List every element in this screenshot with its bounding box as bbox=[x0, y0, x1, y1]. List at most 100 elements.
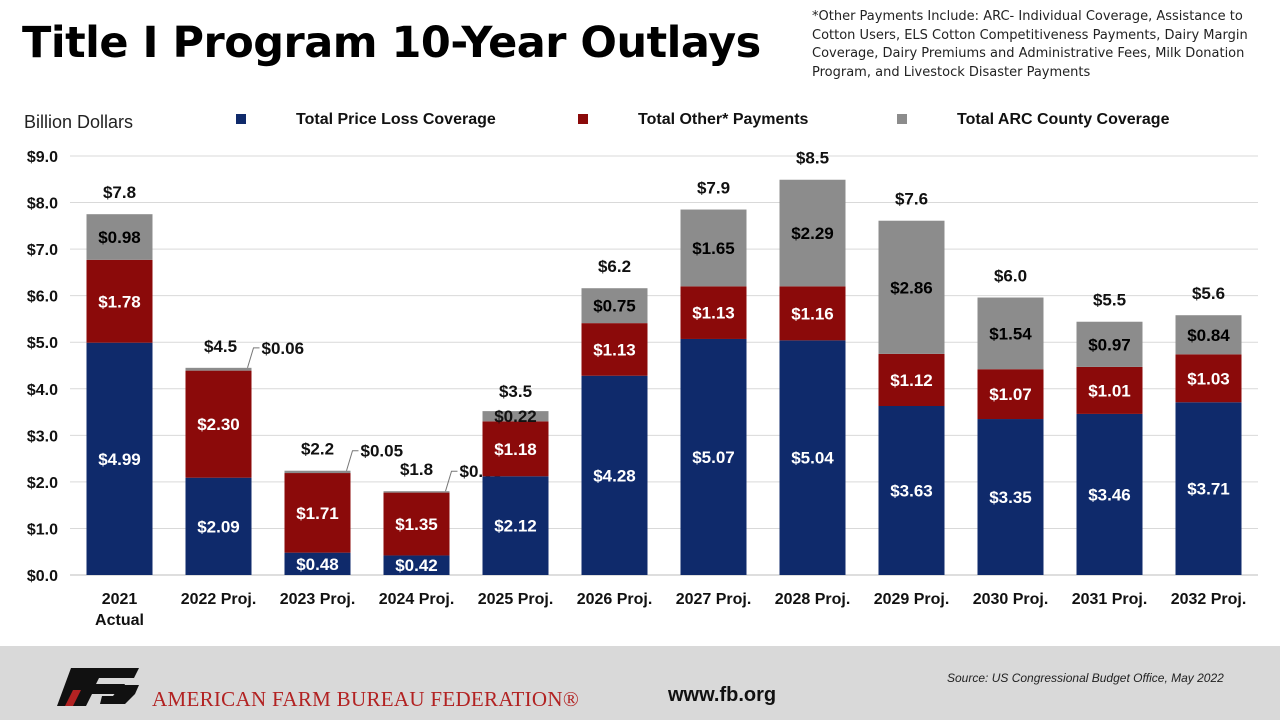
y-tick-label: $9.0 bbox=[27, 149, 58, 166]
bar-segment bbox=[878, 353, 945, 407]
x-tick-label: 2027 Proj. bbox=[676, 591, 752, 608]
bar-segment bbox=[581, 323, 648, 376]
bar-segment bbox=[779, 286, 846, 341]
bar-segment bbox=[383, 491, 450, 493]
segment-value-label: $4.99 bbox=[98, 450, 141, 469]
bar-segment bbox=[383, 555, 450, 575]
segment-value-label: $0.84 bbox=[1187, 326, 1230, 345]
bar-segment bbox=[482, 476, 549, 575]
segment-value-label: $3.63 bbox=[890, 482, 933, 501]
y-tick-label: $4.0 bbox=[27, 382, 58, 399]
bar-segment bbox=[1076, 413, 1143, 575]
bar-segment bbox=[878, 406, 945, 575]
x-tick-label: 2021 bbox=[102, 591, 138, 608]
legend-label: Total Price Loss Coverage bbox=[296, 111, 496, 128]
bar-segment bbox=[86, 214, 153, 260]
segment-value-label: $3.35 bbox=[989, 488, 1032, 507]
x-tick-label: 2031 Proj. bbox=[1072, 591, 1148, 608]
bar-total-label: $3.5 bbox=[499, 382, 532, 401]
bar-total-label: $7.8 bbox=[103, 183, 136, 202]
segment-value-label: $0.05 bbox=[361, 442, 404, 461]
bar-segment bbox=[185, 367, 252, 371]
segment-value-label: $1.16 bbox=[791, 304, 834, 323]
stacked-bar-chart: Billion Dollars $0.0 $1.0 $2.0 $3.0 $4.0 $5.0 $… bbox=[24, 111, 1258, 629]
segment-value-label: $0.97 bbox=[1088, 335, 1131, 354]
x-tick-label: 2025 Proj. bbox=[478, 591, 554, 608]
legend-swatch bbox=[236, 114, 246, 124]
x-tick-label: 2023 Proj. bbox=[280, 591, 356, 608]
segment-value-label: $0.06 bbox=[262, 339, 305, 358]
bar-total-label: $4.5 bbox=[204, 337, 237, 356]
y-axis-label: Billion Dollars bbox=[24, 112, 133, 132]
segment-value-label: $3.46 bbox=[1088, 485, 1131, 504]
bar-total-label: $8.5 bbox=[796, 149, 829, 168]
segment-value-label: $1.71 bbox=[296, 504, 339, 523]
segment-value-label: $4.28 bbox=[593, 466, 636, 485]
bar-segment bbox=[284, 473, 351, 553]
segment-value-label: $1.78 bbox=[98, 292, 141, 311]
footer-bar: AMERICAN FARM BUREAU FEDERATION® www.fb.… bbox=[0, 646, 1280, 720]
bar-segment bbox=[779, 179, 846, 287]
bar-total-label: $5.5 bbox=[1093, 291, 1126, 310]
chart-title: Title I Program 10-Year Outlays bbox=[22, 18, 761, 68]
legend-label: Total ARC County Coverage bbox=[957, 111, 1170, 128]
bar-segment bbox=[977, 297, 1044, 370]
bar-segment bbox=[86, 259, 153, 343]
segment-value-label: $1.12 bbox=[890, 371, 933, 390]
x-tick-label: 2030 Proj. bbox=[973, 591, 1049, 608]
bar-segment bbox=[779, 340, 846, 575]
segment-value-label: $5.04 bbox=[791, 449, 834, 468]
bar-total-label: $7.9 bbox=[697, 179, 730, 198]
bar-segment bbox=[977, 369, 1044, 420]
organization-name: AMERICAN FARM BUREAU FEDERATION® bbox=[152, 687, 580, 711]
bar-segment bbox=[1175, 315, 1242, 355]
farm-bureau-logo-icon bbox=[57, 668, 139, 706]
bar-total-label: $2.2 bbox=[301, 440, 334, 459]
y-tick-label: $5.0 bbox=[27, 335, 58, 352]
segment-value-label: $1.65 bbox=[692, 239, 735, 258]
source-note: Source: US Congressional Budget Office, … bbox=[947, 671, 1224, 685]
segment-value-label: $1.13 bbox=[692, 304, 735, 323]
segment-value-label: $1.03 bbox=[1187, 369, 1230, 388]
segment-value-label: $2.09 bbox=[197, 517, 240, 536]
y-tick-label: $6.0 bbox=[27, 289, 58, 306]
bar-segment bbox=[86, 342, 153, 575]
segment-value-label: $2.86 bbox=[890, 278, 933, 297]
bar-segment bbox=[878, 220, 945, 354]
segment-value-label: $2.30 bbox=[197, 415, 240, 434]
bar-total-label: $7.6 bbox=[895, 190, 928, 209]
bar-segment bbox=[1076, 321, 1143, 367]
segment-value-label: $0.48 bbox=[296, 555, 339, 574]
segment-value-label: $1.07 bbox=[989, 385, 1032, 404]
y-tick-label: $7.0 bbox=[27, 242, 58, 259]
segment-value-label: $2.29 bbox=[791, 224, 834, 243]
bar-segment bbox=[977, 419, 1044, 575]
segment-value-label: $1.54 bbox=[989, 324, 1032, 343]
bar-segment bbox=[581, 375, 648, 575]
bar-segment bbox=[1175, 402, 1242, 575]
bar-total-label: $1.8 bbox=[400, 460, 433, 479]
website-link[interactable]: www.fb.org bbox=[668, 684, 777, 706]
legend-swatch bbox=[897, 114, 907, 124]
callout-leader-line bbox=[247, 347, 260, 368]
bar-segment bbox=[284, 470, 351, 474]
segment-value-label: $0.75 bbox=[593, 297, 636, 316]
bar-total-label: $6.2 bbox=[598, 257, 631, 276]
y-tick-label: $1.0 bbox=[27, 521, 58, 538]
footnote-other-payments: *Other Payments Include: ARC- Individual… bbox=[812, 9, 1248, 80]
y-tick-label: $2.0 bbox=[27, 475, 58, 492]
bar-segment bbox=[383, 492, 450, 556]
callout-leader-line bbox=[346, 450, 359, 471]
segment-value-label: $1.01 bbox=[1088, 381, 1131, 400]
bar-total-label: $6.0 bbox=[994, 267, 1027, 286]
bar-segment bbox=[482, 421, 549, 477]
x-tick-label: 2022 Proj. bbox=[181, 591, 257, 608]
bar-segment bbox=[185, 370, 252, 478]
segment-value-label: $0.98 bbox=[98, 228, 141, 247]
y-tick-label: $0.0 bbox=[27, 568, 58, 585]
legend-swatch bbox=[578, 114, 588, 124]
segment-value-label: $5.07 bbox=[692, 448, 735, 467]
bar-segment bbox=[1175, 354, 1242, 403]
x-tick-label: 2028 Proj. bbox=[775, 591, 851, 608]
segment-value-label: $1.13 bbox=[593, 340, 636, 359]
